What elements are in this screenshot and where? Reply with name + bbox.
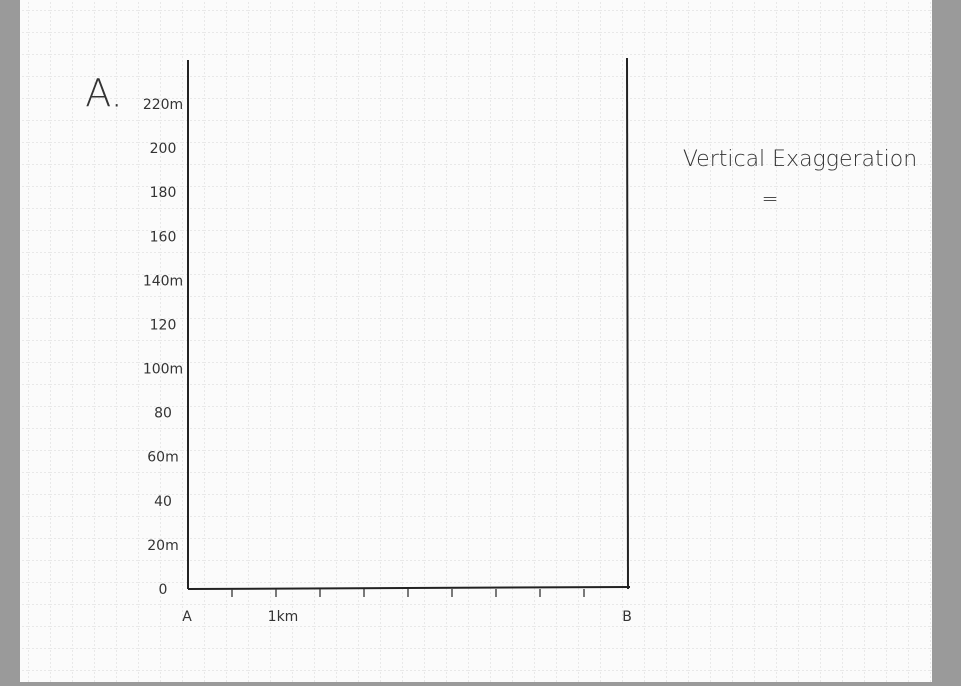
grid-paper <box>20 0 932 682</box>
note-equals: = <box>762 187 779 211</box>
y-label: 40 <box>154 494 172 510</box>
note-title: Vertical Exaggeration <box>683 147 917 172</box>
y-label: 20m <box>147 538 178 554</box>
x-ticks <box>231 589 585 597</box>
y-label: 160 <box>150 229 177 245</box>
right-axis <box>626 57 629 590</box>
y-label: 100m <box>143 362 183 378</box>
x-label: B <box>622 609 632 625</box>
x-label: 1km <box>268 609 299 625</box>
y-label: 80 <box>154 406 172 422</box>
x-label: A <box>182 609 192 625</box>
x-axis <box>187 586 631 590</box>
y-label: 200 <box>150 141 177 157</box>
section-label: A. <box>85 72 122 116</box>
y-label: 220m <box>143 97 183 113</box>
y-label: 0 <box>159 582 168 598</box>
y-label: 180 <box>150 185 177 201</box>
y-label: 120 <box>150 317 177 333</box>
y-label: 60m <box>147 450 178 466</box>
y-label: 140m <box>143 273 183 289</box>
